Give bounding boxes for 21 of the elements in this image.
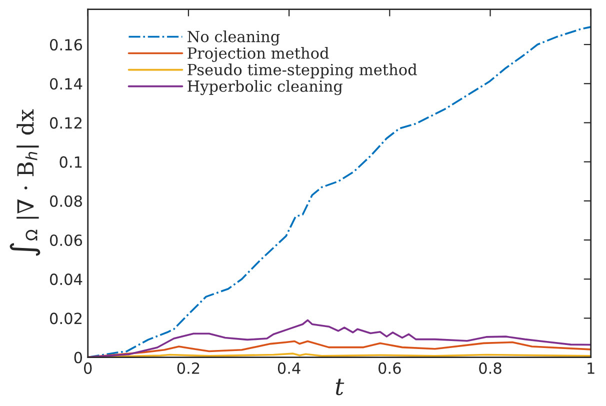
x-tick-label: 0.2: [177, 362, 200, 374]
x-tick-label: 1: [588, 362, 594, 374]
y-tick-label: 0.12: [50, 117, 82, 129]
legend-label: No cleaning: [188, 30, 280, 46]
y-tick-label: 0.16: [50, 38, 82, 51]
x-tick-label: 0.6: [378, 362, 401, 374]
y-axis-title: ∫$_{Ω}$ |∇ · B$_{h}$| dx: [10, 109, 40, 256]
y-tick-label: 0.08: [50, 195, 82, 207]
legend-label: Pseudo time-stepping method: [188, 64, 417, 79]
x-tick-label: 0.8: [479, 362, 502, 374]
x-tick-label: 0: [84, 362, 92, 374]
legend-label: Hyperbolic cleaning: [188, 80, 343, 96]
y-tick-label: 0.06: [50, 234, 82, 246]
y-tick-label: 0.02: [50, 312, 82, 324]
y-tick-label: 0.04: [50, 274, 82, 286]
y-tick-label: 0.14: [50, 78, 82, 90]
x-tick-label: 0.4: [278, 362, 300, 374]
legend-label: Projection method: [188, 47, 329, 62]
y-tick-label: 0.1: [60, 156, 82, 168]
y-tick-label: 0: [74, 352, 82, 364]
x-axis-title: t: [336, 378, 344, 396]
